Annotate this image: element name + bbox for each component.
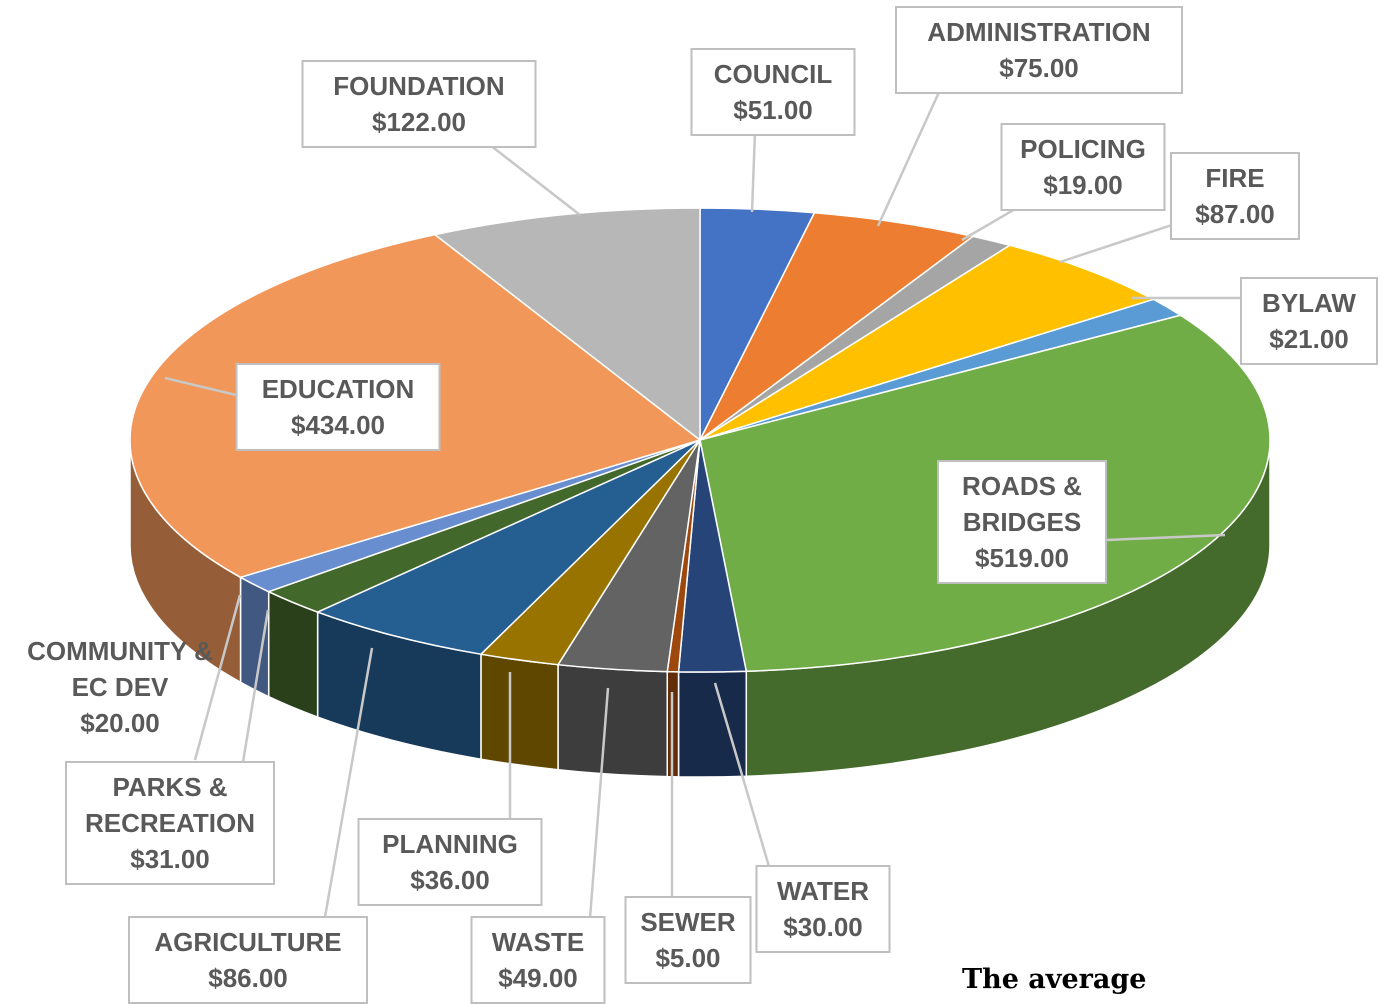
category-label: PLANNING: [382, 829, 518, 859]
category-label: AGRICULTURE: [154, 927, 342, 957]
value-label: $75.00: [999, 53, 1079, 83]
value-label: $51.00: [733, 95, 813, 125]
category-label: FOUNDATION: [333, 71, 505, 101]
value-label: $86.00: [208, 963, 288, 993]
value-label: $31.00: [130, 844, 210, 874]
category-label: PARKS & RECREATION: [85, 772, 255, 838]
slice-side: [480, 653, 559, 771]
slice: [315, 439, 701, 655]
leader-line: [588, 687, 610, 919]
value-label: $49.00: [498, 963, 578, 993]
slice-side: [557, 663, 669, 778]
data-label: ADMINISTRATION $75.00: [895, 6, 1183, 94]
category-label: EDUCATION: [261, 374, 415, 404]
category-label: FIRE: [1205, 163, 1265, 193]
category-label: COMMUNITY & EC DEV: [27, 636, 213, 702]
leader-line: [193, 594, 242, 761]
slice-side: [267, 590, 319, 719]
value-label: $87.00: [1195, 199, 1275, 229]
category-label: ROADS & BRIDGES: [962, 471, 1082, 537]
value-label: $434.00: [291, 410, 385, 440]
value-label: $21.00: [1269, 324, 1349, 354]
data-label: ROADS & BRIDGES $519.00: [937, 460, 1107, 584]
category-label: ADMINISTRATION: [927, 17, 1151, 47]
leader-line: [1059, 223, 1173, 264]
annotation: The average: [962, 964, 1147, 995]
data-label: WATER $30.00: [755, 865, 891, 953]
data-label: COMMUNITY & EC DEV $20.00: [0, 627, 240, 747]
category-label: WASTE: [491, 927, 585, 957]
value-label: $5.00: [655, 943, 721, 973]
data-label: WASTE $49.00: [470, 916, 606, 1004]
category-label: BYLAW: [1262, 288, 1356, 318]
data-label: SEWER $5.00: [624, 896, 752, 984]
data-label: EDUCATION $434.00: [235, 363, 441, 451]
leader-line: [241, 609, 270, 763]
value-label: $30.00: [783, 912, 863, 942]
data-label: PARKS & RECREATION $31.00: [65, 761, 275, 885]
value-label: $122.00: [372, 107, 466, 137]
data-label: BYLAW $21.00: [1240, 277, 1378, 365]
leader-line: [713, 682, 772, 871]
slice: [433, 207, 701, 442]
category-label: SEWER: [640, 907, 736, 937]
leader-line: [489, 144, 581, 216]
leader-line: [750, 131, 757, 213]
value-label: $519.00: [975, 543, 1069, 573]
data-label: FIRE $87.00: [1170, 152, 1300, 240]
leader-line: [323, 647, 374, 918]
data-label: FOUNDATION $122.00: [301, 60, 537, 148]
leader-line: [164, 376, 237, 397]
value-label: $19.00: [1043, 170, 1123, 200]
leader-line: [876, 89, 942, 227]
leader-line: [1106, 533, 1226, 542]
data-label: PLANNING $36.00: [357, 818, 543, 906]
category-label: POLICING: [1020, 134, 1146, 164]
value-label: $36.00: [410, 865, 490, 895]
data-label: COUNCIL $51.00: [690, 48, 856, 136]
data-label: POLICING $19.00: [1000, 123, 1166, 211]
category-label: COUNCIL: [713, 59, 833, 89]
category-label: WATER: [777, 876, 869, 906]
value-label: $20.00: [80, 708, 160, 738]
slice-side: [677, 670, 748, 778]
data-label: AGRICULTURE $86.00: [128, 916, 368, 1004]
